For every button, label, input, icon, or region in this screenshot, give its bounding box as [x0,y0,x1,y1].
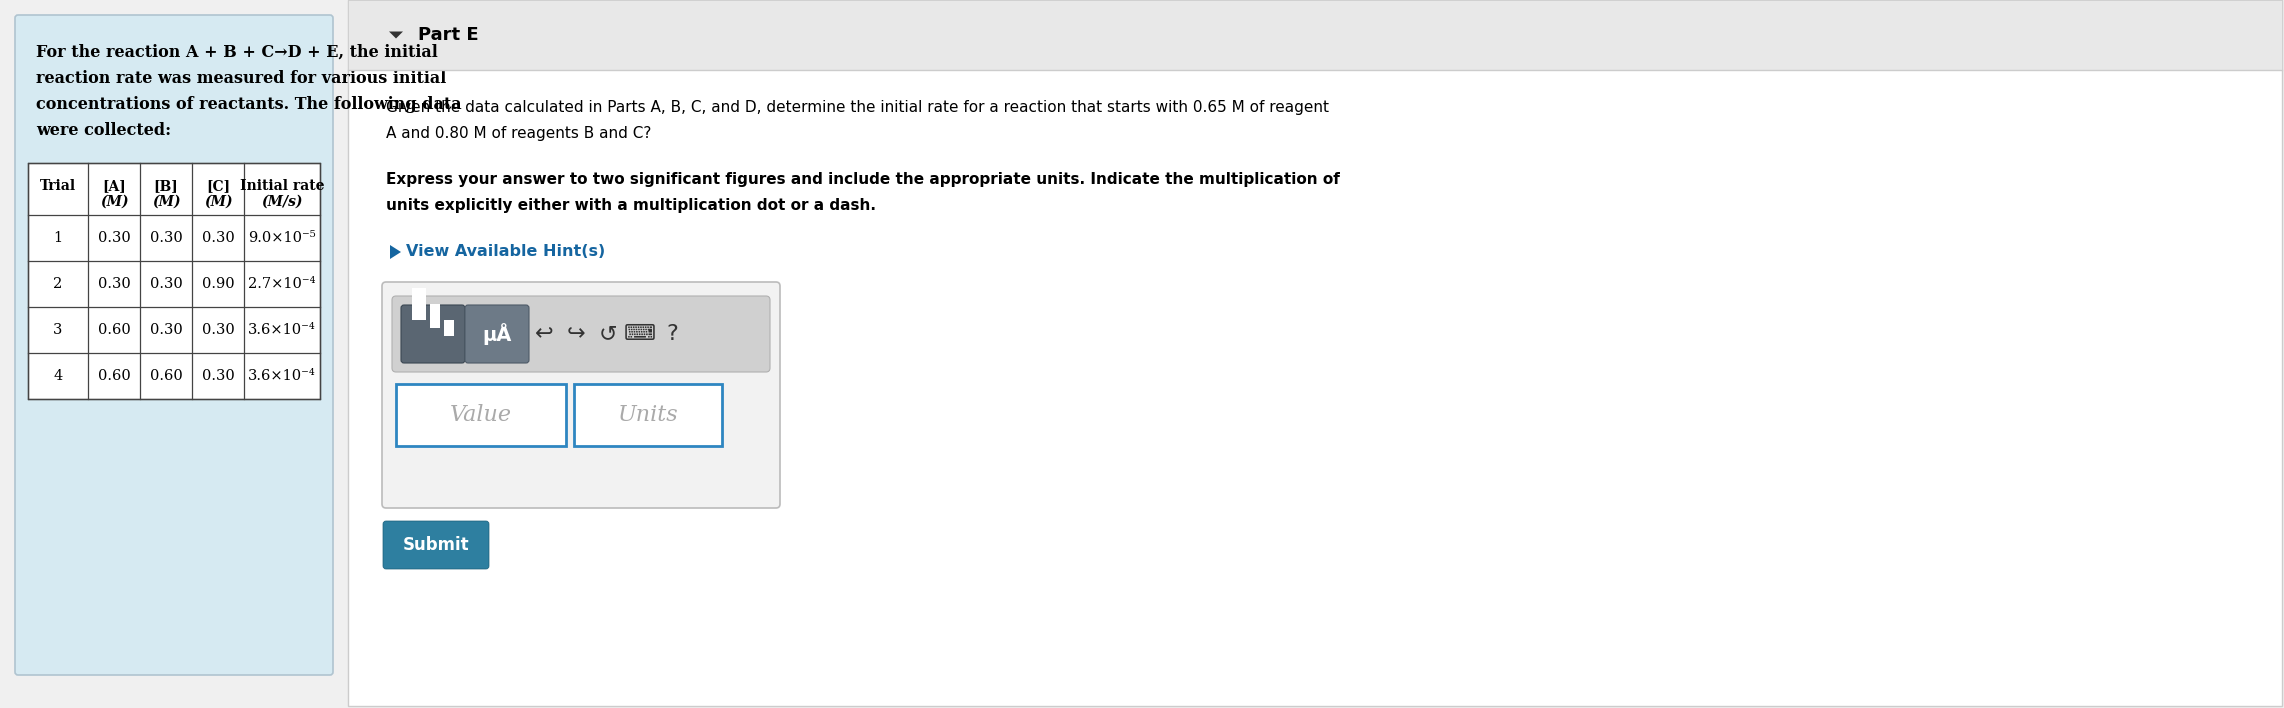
Text: μÅ: μÅ [482,323,512,345]
Text: Initial rate: Initial rate [240,179,324,193]
Text: Value: Value [450,404,512,426]
Text: 2.7×10⁻⁴: 2.7×10⁻⁴ [249,277,315,291]
Text: 0.60: 0.60 [98,323,130,337]
Text: Given the data calculated in Parts A, B, C, and D, determine the initial rate fo: Given the data calculated in Parts A, B,… [386,100,1329,115]
Text: Submit: Submit [402,536,468,554]
Text: ↩: ↩ [534,324,553,344]
Text: 0.30: 0.30 [151,231,183,245]
Text: 0.30: 0.30 [151,323,183,337]
Text: [C]: [C] [206,179,231,193]
FancyBboxPatch shape [381,282,781,508]
Text: ↺: ↺ [598,324,617,344]
Text: were collected:: were collected: [37,122,171,139]
FancyBboxPatch shape [402,305,466,363]
Text: 9.0×10⁻⁵: 9.0×10⁻⁵ [249,231,315,245]
Text: 0.30: 0.30 [98,231,130,245]
Text: Units: Units [617,404,678,426]
Polygon shape [391,245,402,259]
Text: 0.30: 0.30 [201,231,235,245]
Text: 2: 2 [53,277,62,291]
Text: [B]: [B] [153,179,178,193]
Text: 0.60: 0.60 [98,369,130,383]
Text: ⌨: ⌨ [624,324,656,344]
Bar [347,0,2282,70]
Bar [27,163,320,399]
Text: A and 0.80 M of reagents B and C?: A and 0.80 M of reagents B and C? [386,126,651,141]
Text: 0.60: 0.60 [151,369,183,383]
Text: 0.30: 0.30 [201,369,235,383]
Text: View Available Hint(s): View Available Hint(s) [407,244,605,260]
Text: 3: 3 [53,323,62,337]
FancyBboxPatch shape [16,15,333,675]
Text: Trial: Trial [39,179,75,193]
Bar [573,384,722,446]
Text: 1: 1 [53,231,62,245]
Text: 0.30: 0.30 [98,277,130,291]
Bar [411,288,427,320]
Text: For the reaction A + B + C→D + E, the initial: For the reaction A + B + C→D + E, the in… [37,44,439,61]
Text: concentrations of reactants. The following data: concentrations of reactants. The followi… [37,96,461,113]
FancyBboxPatch shape [466,305,530,363]
Bar [443,320,455,336]
FancyBboxPatch shape [393,296,770,372]
Text: (M/s): (M/s) [260,195,304,209]
Bar [429,304,441,328]
Text: ↪: ↪ [566,324,585,344]
Text: reaction rate was measured for various initial: reaction rate was measured for various i… [37,70,445,87]
Text: 0.30: 0.30 [151,277,183,291]
Text: (M): (M) [100,195,128,209]
Text: 3.6×10⁻⁴: 3.6×10⁻⁴ [249,369,315,383]
Text: ?: ? [667,324,678,344]
Text: 0.90: 0.90 [201,277,235,291]
Bar [395,384,566,446]
Text: (M): (M) [203,195,233,209]
Text: [A]: [A] [103,179,126,193]
Bar [347,0,2282,706]
Polygon shape [388,31,402,38]
Text: 4: 4 [53,369,62,383]
FancyBboxPatch shape [384,521,489,569]
Text: 0.30: 0.30 [201,323,235,337]
Text: 3.6×10⁻⁴: 3.6×10⁻⁴ [249,323,315,337]
Text: units explicitly either with a multiplication dot or a dash.: units explicitly either with a multiplic… [386,198,877,213]
Text: Express your answer to two significant figures and include the appropriate units: Express your answer to two significant f… [386,172,1341,187]
Text: Part E: Part E [418,26,480,44]
Text: (M): (M) [151,195,180,209]
